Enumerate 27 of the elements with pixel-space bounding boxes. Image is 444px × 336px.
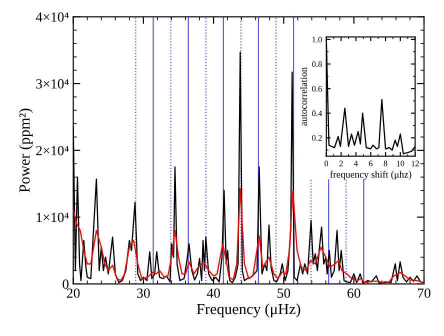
x-tick-label: 12	[412, 160, 419, 166]
x-tick-label: 40	[206, 288, 220, 298]
y-tick-label: 0	[62, 280, 69, 289]
y-tick-label: 1×10⁴	[36, 212, 69, 222]
y-tick-label: 1.0	[312, 36, 322, 42]
x-tick-label: 8	[384, 160, 388, 166]
y-axis-title: Power (ppm²)	[18, 108, 33, 192]
x-tick-label: 6	[369, 160, 373, 166]
x-tick-label: 30	[137, 288, 150, 298]
y-tick-label: 0.4	[312, 110, 322, 116]
x-tick-label: 0	[324, 160, 328, 166]
x-tick-label: 20	[66, 288, 80, 298]
y-tick-label: 3×10⁴	[36, 79, 69, 89]
y-tick-label: 4×10⁴	[36, 12, 69, 22]
y-axis-title: autocorrelation	[300, 67, 308, 126]
x-tick-label: 10	[396, 160, 404, 166]
x-tick-label: 4	[354, 160, 358, 166]
x-tick-label: 60	[348, 288, 360, 298]
x-tick-label: 50	[278, 288, 290, 298]
x-axis-title: Frequency (μHz)	[196, 303, 300, 318]
y-tick-label: 2×10⁴	[36, 146, 69, 156]
y-tick-label: 0.6	[312, 86, 322, 92]
y-tick-label: 0.8	[312, 61, 322, 68]
x-tick-label: 70	[418, 288, 430, 298]
y-tick-label: 0.2	[312, 135, 322, 141]
x-tick-label: 2	[339, 160, 343, 166]
x-axis-title: frequency shift (μhz)	[330, 170, 412, 180]
